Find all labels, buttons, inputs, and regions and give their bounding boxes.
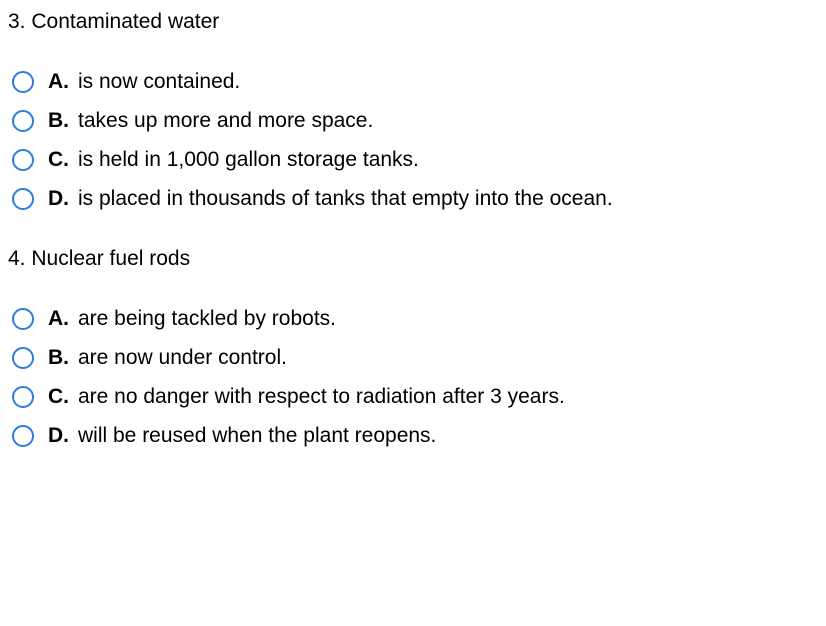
radio-button[interactable]: [12, 71, 34, 93]
option-row[interactable]: C. is held in 1,000 gallon storage tanks…: [12, 148, 818, 172]
radio-button[interactable]: [12, 347, 34, 369]
radio-button[interactable]: [12, 425, 34, 447]
radio-button[interactable]: [12, 386, 34, 408]
option-text: are no danger with respect to radiation …: [78, 385, 565, 409]
question-4-title: 4. Nuclear fuel rods: [8, 247, 818, 271]
question-4-options: A. are being tackled by robots. B. are n…: [12, 307, 818, 448]
option-text: takes up more and more space.: [78, 109, 373, 133]
option-row[interactable]: A. is now contained.: [12, 70, 818, 94]
option-text: are now under control.: [78, 346, 287, 370]
radio-button[interactable]: [12, 110, 34, 132]
option-row[interactable]: B. takes up more and more space.: [12, 109, 818, 133]
radio-button[interactable]: [12, 188, 34, 210]
option-letter: D.: [48, 424, 78, 448]
radio-button[interactable]: [12, 308, 34, 330]
option-text: is held in 1,000 gallon storage tanks.: [78, 148, 419, 172]
question-3-title: 3. Contaminated water: [8, 10, 818, 34]
option-row[interactable]: D. will be reused when the plant reopens…: [12, 424, 818, 448]
option-row[interactable]: D. is placed in thousands of tanks that …: [12, 187, 818, 211]
question-4-number: 4.: [8, 247, 26, 270]
option-letter: B.: [48, 109, 78, 133]
question-3-prompt: Contaminated water: [31, 10, 219, 33]
quiz-container: 3. Contaminated water A. is now containe…: [0, 0, 826, 494]
option-letter: A.: [48, 70, 78, 94]
option-letter: C.: [48, 148, 78, 172]
option-text: will be reused when the plant reopens.: [78, 424, 436, 448]
option-letter: B.: [48, 346, 78, 370]
radio-button[interactable]: [12, 149, 34, 171]
option-row[interactable]: C. are no danger with respect to radiati…: [12, 385, 818, 409]
option-text: is now contained.: [78, 70, 240, 94]
option-letter: D.: [48, 187, 78, 211]
option-letter: C.: [48, 385, 78, 409]
question-4-prompt: Nuclear fuel rods: [31, 247, 190, 270]
question-3-options: A. is now contained. B. takes up more an…: [12, 70, 818, 211]
option-letter: A.: [48, 307, 78, 331]
option-text: are being tackled by robots.: [78, 307, 336, 331]
option-row[interactable]: A. are being tackled by robots.: [12, 307, 818, 331]
option-text: is placed in thousands of tanks that emp…: [78, 187, 613, 211]
question-3-number: 3.: [8, 10, 26, 33]
option-row[interactable]: B. are now under control.: [12, 346, 818, 370]
